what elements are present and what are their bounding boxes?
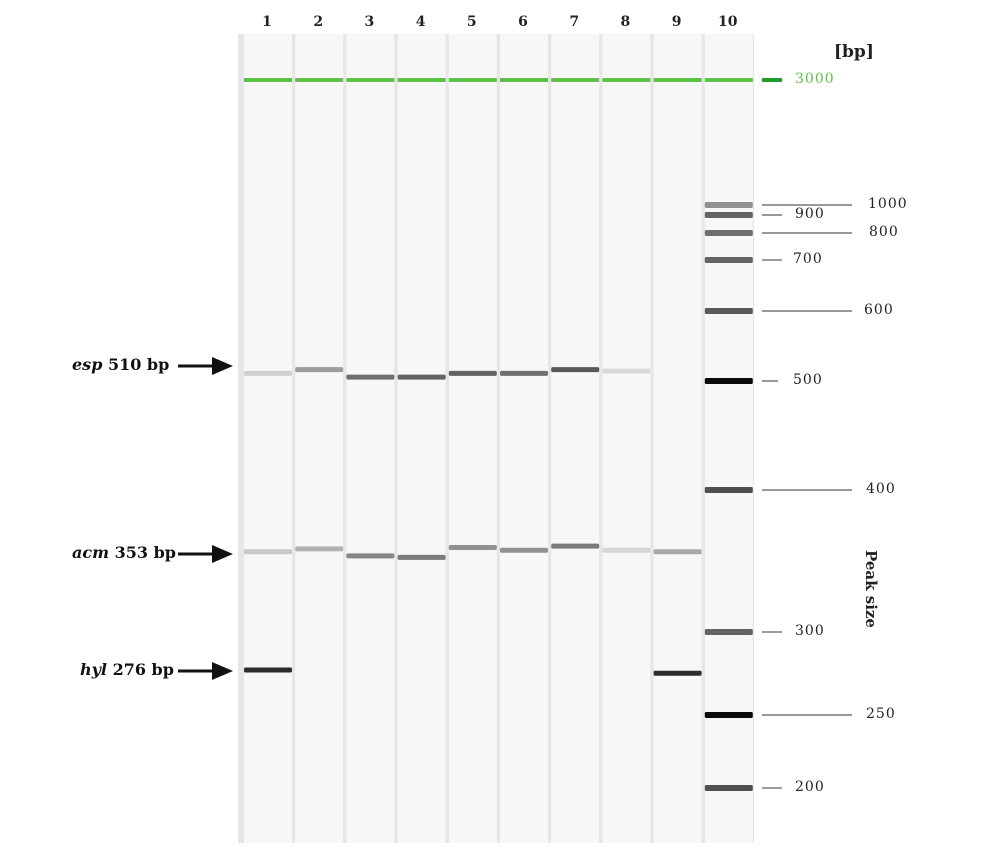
ladder-label: 3000	[795, 71, 835, 87]
gel-band	[295, 367, 344, 373]
ladder-label: 1000	[868, 196, 908, 212]
amplicon-size: 353 bp	[109, 543, 176, 562]
amplicon-size: 276 bp	[107, 660, 174, 679]
gel-band	[551, 367, 600, 373]
gene-name: esp	[72, 355, 103, 374]
marker-band	[295, 78, 344, 82]
ladder-label: 250	[866, 706, 896, 722]
gel-band	[448, 545, 497, 551]
gel-band	[346, 374, 395, 380]
gel-band	[397, 374, 446, 380]
lane-number: 1	[262, 14, 272, 30]
target-label-hyl: hyl 276 bp	[80, 660, 174, 679]
gel-band	[295, 546, 344, 552]
gel-band	[397, 554, 446, 560]
marker-band	[602, 78, 651, 82]
marker-band	[397, 78, 446, 82]
marker-band	[653, 78, 702, 82]
ladder-label: 200	[795, 779, 825, 795]
gel-band	[704, 629, 753, 635]
marker-band	[244, 78, 292, 82]
ladder-label: 900	[795, 206, 825, 222]
ladder-label: 800	[869, 224, 899, 240]
lane-number: 4	[415, 14, 426, 30]
marker-band	[551, 78, 600, 82]
ladder-label: 400	[866, 481, 896, 497]
gel-lane	[295, 34, 344, 843]
gel-band	[448, 370, 497, 376]
gel-band	[704, 785, 753, 791]
gel-band	[346, 553, 395, 559]
amplicon-size: 510 bp	[102, 355, 170, 374]
lane-number: 7	[569, 14, 580, 30]
gel-band	[551, 543, 600, 549]
gel-band	[704, 230, 753, 236]
ladder-label: 600	[864, 302, 894, 318]
gel-lane	[448, 34, 497, 843]
gel-band	[602, 368, 651, 374]
ladder-label: 500	[793, 372, 823, 388]
arrow-head-icon	[212, 357, 233, 375]
gel-band	[704, 712, 753, 718]
target-label-acm: acm 353 bp	[72, 543, 176, 562]
lane-number: 9	[671, 14, 682, 30]
lane-number: 2	[313, 14, 324, 30]
gel-band	[500, 547, 548, 553]
gel-band	[244, 549, 292, 555]
marker-band	[704, 78, 753, 82]
gel-band	[704, 257, 753, 263]
gel-band	[653, 670, 702, 676]
gel-band	[653, 549, 702, 555]
gel-band	[244, 370, 292, 376]
gene-name: acm	[72, 543, 110, 562]
gel-band	[704, 202, 753, 208]
lane-number: 5	[466, 14, 477, 30]
gel-lane	[244, 34, 292, 843]
bp-unit-label: [bp]	[834, 42, 874, 62]
gel-lane	[551, 34, 600, 843]
ladder-label: 700	[793, 251, 823, 267]
gel-band	[704, 378, 753, 384]
lane-number: 6	[518, 14, 528, 30]
marker-band	[346, 78, 395, 82]
gel-lane	[346, 34, 395, 843]
gel-band	[244, 667, 292, 673]
gel-lane	[704, 34, 753, 843]
ladder-label: 300	[795, 623, 825, 639]
gel-lane	[653, 34, 702, 843]
gel-band	[704, 487, 753, 493]
gel-band	[704, 212, 753, 218]
lane-number: 3	[364, 14, 375, 30]
gene-name: hyl	[80, 660, 108, 679]
gel-band	[500, 370, 548, 376]
target-label-esp: esp 510 bp	[72, 355, 169, 374]
gel-band	[704, 308, 753, 314]
lane-number: 8	[620, 14, 631, 30]
marker-band	[448, 78, 497, 82]
peak-size-axis-label: Peak size	[862, 550, 880, 628]
arrow-head-icon	[212, 545, 233, 563]
marker-band	[500, 78, 548, 82]
gel-lane	[397, 34, 446, 843]
lane-number: 10	[718, 14, 738, 30]
gel-band	[602, 547, 651, 553]
gel-lane	[500, 34, 548, 843]
gel-lane	[602, 34, 651, 843]
arrow-head-icon	[212, 662, 233, 680]
